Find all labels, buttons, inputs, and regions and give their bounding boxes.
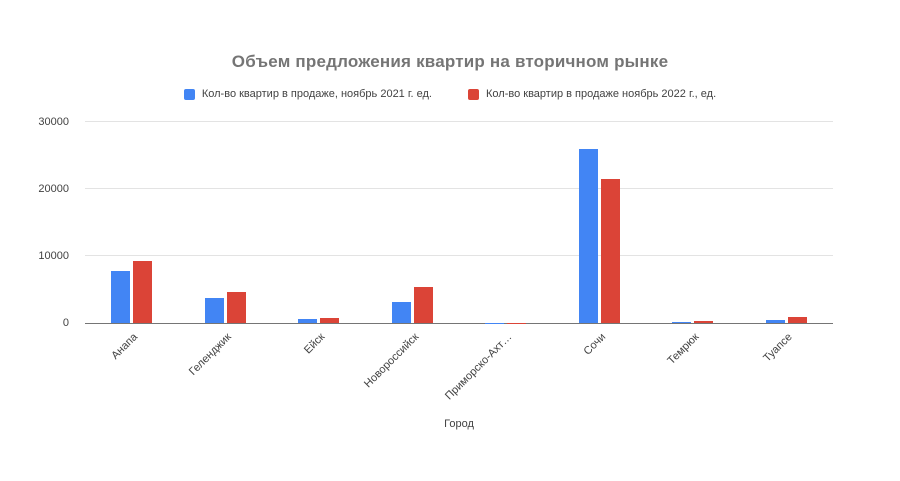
- legend-item-2022[interactable]: Кол-во квартир в продаже ноябрь 2022 г.,…: [468, 88, 716, 100]
- bar-group: [740, 122, 834, 323]
- plot-area: [85, 121, 834, 324]
- bar[interactable]: [694, 321, 714, 323]
- x-tick-label: Сочи: [581, 331, 608, 358]
- y-tick-label: 30000: [38, 116, 69, 128]
- bar[interactable]: [672, 321, 692, 323]
- x-axis-title: Город: [444, 418, 474, 430]
- bar[interactable]: [413, 286, 433, 323]
- bar[interactable]: [320, 317, 340, 323]
- bar[interactable]: [204, 298, 224, 323]
- bar-group: [366, 122, 460, 323]
- bar-group: [646, 122, 740, 323]
- y-axis-ticks: 0 10000 20000 30000: [0, 116, 77, 329]
- legend-item-2021[interactable]: Кол-во квартир в продаже, ноябрь 2021 г.…: [183, 88, 432, 100]
- gridline: [85, 121, 833, 122]
- legend-label-2022: Кол-во квартир в продаже ноябрь 2022 г.,…: [486, 88, 717, 100]
- x-tick-label: Анапа: [109, 331, 141, 362]
- gridline: [85, 188, 833, 190]
- bar-group: [272, 122, 366, 323]
- bar[interactable]: [578, 148, 598, 323]
- bar-group: [85, 122, 179, 323]
- bar[interactable]: [787, 316, 807, 323]
- x-tick-label: Новороссийск: [361, 331, 421, 391]
- bar[interactable]: [298, 318, 318, 323]
- bar[interactable]: [391, 301, 411, 323]
- x-tick-label: Темрюк: [665, 331, 702, 368]
- chart-title: Объем предложения квартир на вторичном р…: [231, 52, 669, 71]
- legend-swatch-2021-icon: [183, 88, 195, 100]
- y-tick-label: 20000: [38, 183, 69, 196]
- bar-group: [179, 122, 273, 323]
- y-tick-label: 10000: [38, 250, 69, 263]
- bar[interactable]: [111, 271, 131, 323]
- x-tick-label: Геленджик: [186, 331, 234, 378]
- x-axis-ticks: Анапа Геленджик Ейск Новороссийск Приморско-…: [85, 331, 833, 421]
- legend: Кол-во квартир в продаже, ноябрь 2021 г.…: [0, 88, 900, 100]
- bar-group: [459, 122, 553, 323]
- x-tick-label: Ейск: [301, 331, 328, 357]
- x-tick-label: Приморско-Ахт…: [442, 331, 515, 403]
- bar-group: [553, 122, 647, 323]
- legend-label-2021: Кол-во квартир в продаже, ноябрь 2021 г.…: [201, 88, 432, 100]
- bar[interactable]: [133, 261, 153, 323]
- x-tick-label: Туапсе: [761, 331, 795, 365]
- bar[interactable]: [226, 292, 246, 323]
- bar[interactable]: [765, 320, 785, 323]
- gridline: [85, 255, 833, 257]
- bar[interactable]: [600, 178, 620, 323]
- y-tick-label: 0: [62, 317, 69, 329]
- legend-swatch-2022-icon: [468, 88, 479, 100]
